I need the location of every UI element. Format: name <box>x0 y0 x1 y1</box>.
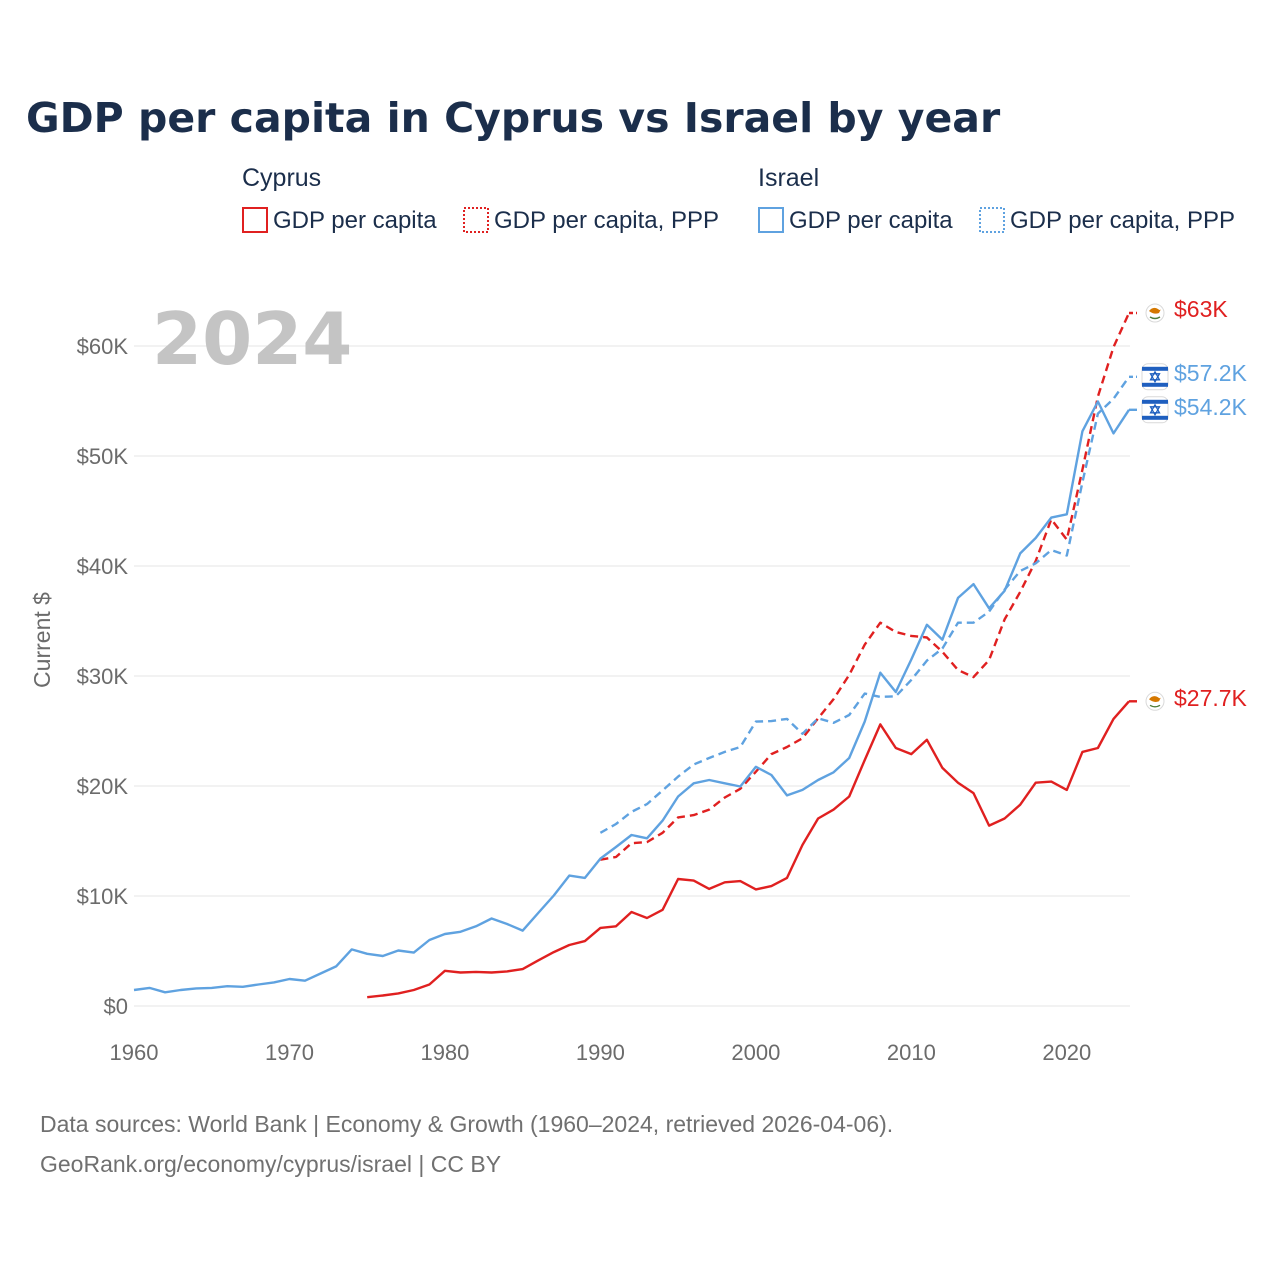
cyprus-flag-icon <box>1145 691 1165 711</box>
legend: Cyprus Israel GDP per capita GDP per cap… <box>242 164 1235 234</box>
x-axis-ticks: 1960 1970 1980 1990 2000 2010 2020 <box>110 1040 1092 1065</box>
legend-label-cyprus-gdp[interactable]: GDP per capita <box>273 207 437 234</box>
y-axis-title: Current $ <box>29 592 55 688</box>
israel-flag-icon <box>1141 363 1169 391</box>
series-line-cyprus-gdp-per-capita-ppp[interactable] <box>600 312 1131 861</box>
y-tick-label: $10K <box>77 884 129 909</box>
y-axis-ticks: $0 $10K $20K $30K $40K $50K $60K <box>77 334 129 1019</box>
source-line-1: Data sources: World Bank | Economy & Gro… <box>40 1111 893 1137</box>
cyprus-flag-icon <box>1145 303 1165 323</box>
y-tick-label: $30K <box>77 664 129 689</box>
end-label-cyprus-gdp: $27.7K <box>1174 685 1248 711</box>
series-lines <box>133 312 1131 999</box>
x-tick-label: 1990 <box>576 1040 625 1065</box>
series-line-cyprus-gdp-per-capita[interactable] <box>367 700 1130 999</box>
series-end-markers <box>1129 303 1169 711</box>
x-tick-label: 1970 <box>265 1040 314 1065</box>
legend-swatch-cyprus-ppp[interactable] <box>463 207 489 233</box>
legend-label-israel-ppp[interactable]: GDP per capita, PPP <box>1010 207 1235 234</box>
israel-flag-icon <box>1141 396 1169 424</box>
series-line-israel-gdp-per-capita-ppp[interactable] <box>599 376 1130 834</box>
x-tick-label: 2020 <box>1042 1040 1091 1065</box>
legend-label-cyprus-ppp[interactable]: GDP per capita, PPP <box>494 207 719 234</box>
x-tick-label: 2010 <box>887 1040 936 1065</box>
legend-swatch-israel-ppp[interactable] <box>979 207 1005 233</box>
source-line-2[interactable]: GeoRank.org/economy/cyprus/israel | CC B… <box>40 1151 501 1177</box>
y-tick-label: $40K <box>77 554 129 579</box>
y-tick-label: $20K <box>77 774 129 799</box>
legend-swatch-israel-gdp[interactable] <box>758 207 784 233</box>
x-tick-label: 2000 <box>731 1040 780 1065</box>
gridlines <box>134 345 1130 1007</box>
x-tick-label: 1960 <box>110 1040 159 1065</box>
current-year-watermark: 2024 <box>152 297 352 381</box>
legend-label-israel-gdp[interactable]: GDP per capita <box>789 207 953 234</box>
end-label-israel-ppp: $57.2K <box>1174 360 1248 386</box>
series-line-israel-gdp-per-capita[interactable] <box>133 400 1131 994</box>
legend-swatch-cyprus-gdp[interactable] <box>242 207 268 233</box>
end-label-cyprus-ppp: $63K <box>1174 296 1228 322</box>
legend-group-cyprus: Cyprus <box>242 164 321 192</box>
y-tick-label: $0 <box>104 994 128 1019</box>
y-tick-label: $50K <box>77 444 129 469</box>
chart-title: GDP per capita in Cyprus vs Israel by ye… <box>26 94 1001 142</box>
x-tick-label: 1980 <box>420 1040 469 1065</box>
legend-group-israel: Israel <box>758 164 819 192</box>
end-label-israel-gdp: $54.2K <box>1174 394 1248 420</box>
y-tick-label: $60K <box>77 334 129 359</box>
